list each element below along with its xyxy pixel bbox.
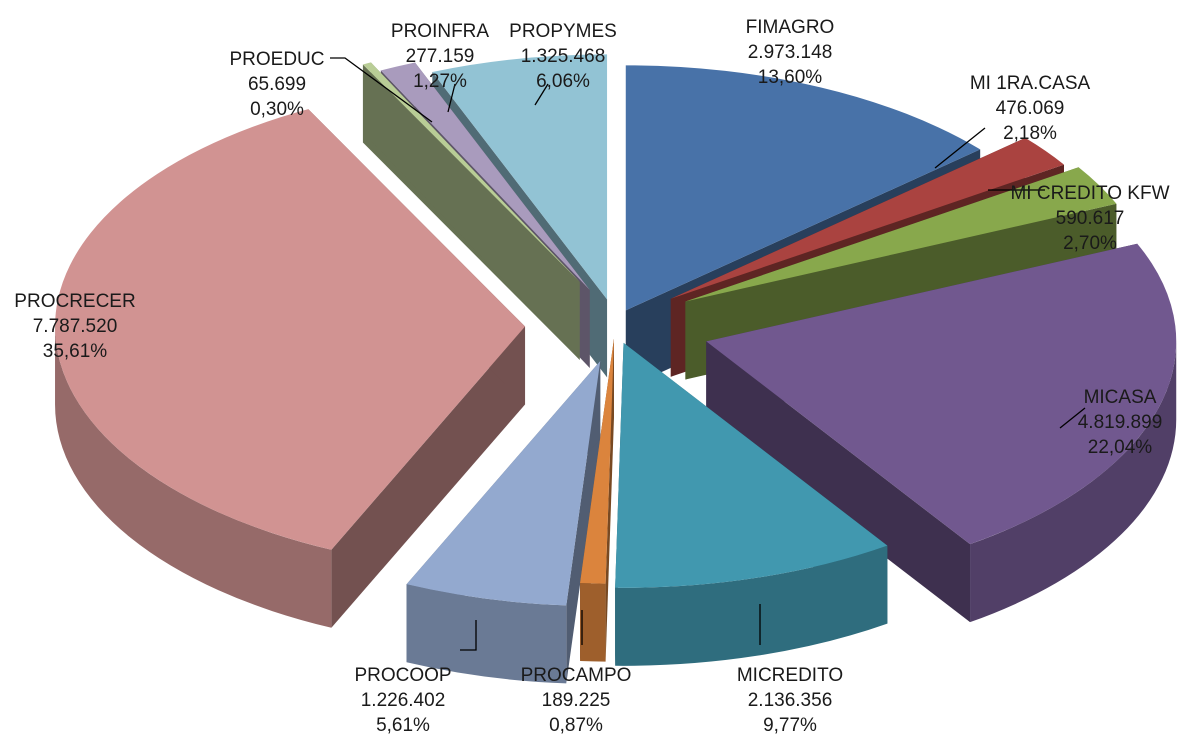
- leader-lines: [330, 57, 1086, 651]
- slice-label-micredito: MICREDITO: [737, 665, 843, 686]
- slice-value-proinfra: 277.159: [406, 46, 475, 67]
- slice-side-procampo: [580, 582, 606, 662]
- slice-label-mi-1ra-casa: MI 1RA.CASA: [970, 73, 1091, 94]
- slice-label-mi-credito-kfw: MI CREDITO KFW: [1010, 183, 1169, 204]
- slice-percent-mi-1ra-casa: 2,18%: [1003, 123, 1057, 144]
- slice-side-procoop: [406, 584, 567, 684]
- slice-percent-proeduc: 0,30%: [250, 99, 304, 120]
- slice-top-procoop: [406, 361, 601, 606]
- slice-value-procampo: 189.225: [542, 690, 611, 711]
- slice-label-procampo: PROCAMPO: [521, 665, 632, 686]
- slice-sides: [55, 54, 1177, 684]
- slice-top-proinfra: [380, 62, 590, 290]
- slice-top-micredito: [615, 342, 888, 588]
- slice-wall-procrecer-0: [331, 326, 526, 628]
- slice-label-procoop: PROCOOP: [354, 665, 451, 686]
- slice-top-mi-credito-kfw: [685, 167, 1117, 302]
- leader-line-proeduc: [330, 57, 433, 123]
- leader-line-micasa: [1059, 407, 1086, 429]
- slice-value-micasa: 4.819.899: [1078, 412, 1163, 433]
- slice-percent-mi-credito-kfw: 2,70%: [1063, 233, 1117, 254]
- slice-percent-procrecer: 35,61%: [43, 341, 108, 362]
- slice-value-mi-credito-kfw: 590.617: [1056, 208, 1125, 229]
- slice-labels: FIMAGRO 2.973.148 13,60% MI 1RA.CASA 476.069…: [14, 17, 1169, 736]
- leader-line-procoop: [460, 620, 477, 651]
- slice-top-proeduc: [362, 62, 580, 282]
- leader-line-mi-1ra-casa: [934, 127, 986, 169]
- slice-label-proeduc: PROEDUC: [229, 49, 324, 70]
- slice-procampo: [580, 338, 615, 662]
- slice-percent-proinfra: 1,27%: [413, 71, 467, 92]
- slice-top-micasa: [706, 243, 1177, 545]
- slice-top-propymes: [432, 54, 608, 300]
- slice-top-procampo: [580, 338, 615, 584]
- slice-procrecer: [55, 109, 526, 628]
- slice-percent-propymes: 6,06%: [536, 71, 590, 92]
- slice-value-mi-1ra-casa: 476.069: [996, 98, 1065, 119]
- slice-wall-proeduc-1: [370, 62, 580, 360]
- slice-top-procrecer: [55, 109, 526, 550]
- slice-percent-procoop: 5,61%: [376, 715, 430, 736]
- slice-label-proinfra: PROINFRA: [391, 21, 490, 42]
- slice-value-procoop: 1.226.402: [361, 690, 446, 711]
- slice-top-mi-1ra-casa: [670, 137, 1065, 299]
- slice-side-procrecer: [55, 326, 332, 628]
- slice-micredito: [615, 342, 888, 666]
- slice-percent-fimagro: 13,60%: [758, 67, 823, 88]
- slice-value-propymes: 1.325.468: [521, 46, 606, 67]
- slice-percent-procampo: 0,87%: [549, 715, 603, 736]
- slice-value-proeduc: 65.699: [248, 74, 306, 95]
- slice-label-propymes: PROPYMES: [509, 21, 617, 42]
- slice-side-micasa: [970, 341, 1177, 623]
- slice-percent-micasa: 22,04%: [1088, 437, 1153, 458]
- slice-wall-micasa-1: [706, 341, 971, 623]
- leader-line-proinfra: [447, 83, 456, 113]
- slice-top-fimagro: [625, 65, 981, 311]
- slice-proeduc: [362, 62, 580, 360]
- slice-label-fimagro: FIMAGRO: [746, 17, 835, 38]
- leader-line-propymes: [534, 83, 549, 106]
- slice-value-micredito: 2.136.356: [748, 690, 833, 711]
- slice-procoop: [406, 361, 601, 684]
- slice-side-micredito: [615, 545, 888, 666]
- slice-label-micasa: MICASA: [1084, 387, 1157, 408]
- slice-value-procrecer: 7.787.520: [33, 316, 118, 337]
- slice-value-fimagro: 2.973.148: [748, 42, 833, 63]
- slice-micasa: [706, 243, 1177, 623]
- slice-label-procrecer: PROCRECER: [14, 291, 135, 312]
- slice-percent-micredito: 9,77%: [763, 715, 817, 736]
